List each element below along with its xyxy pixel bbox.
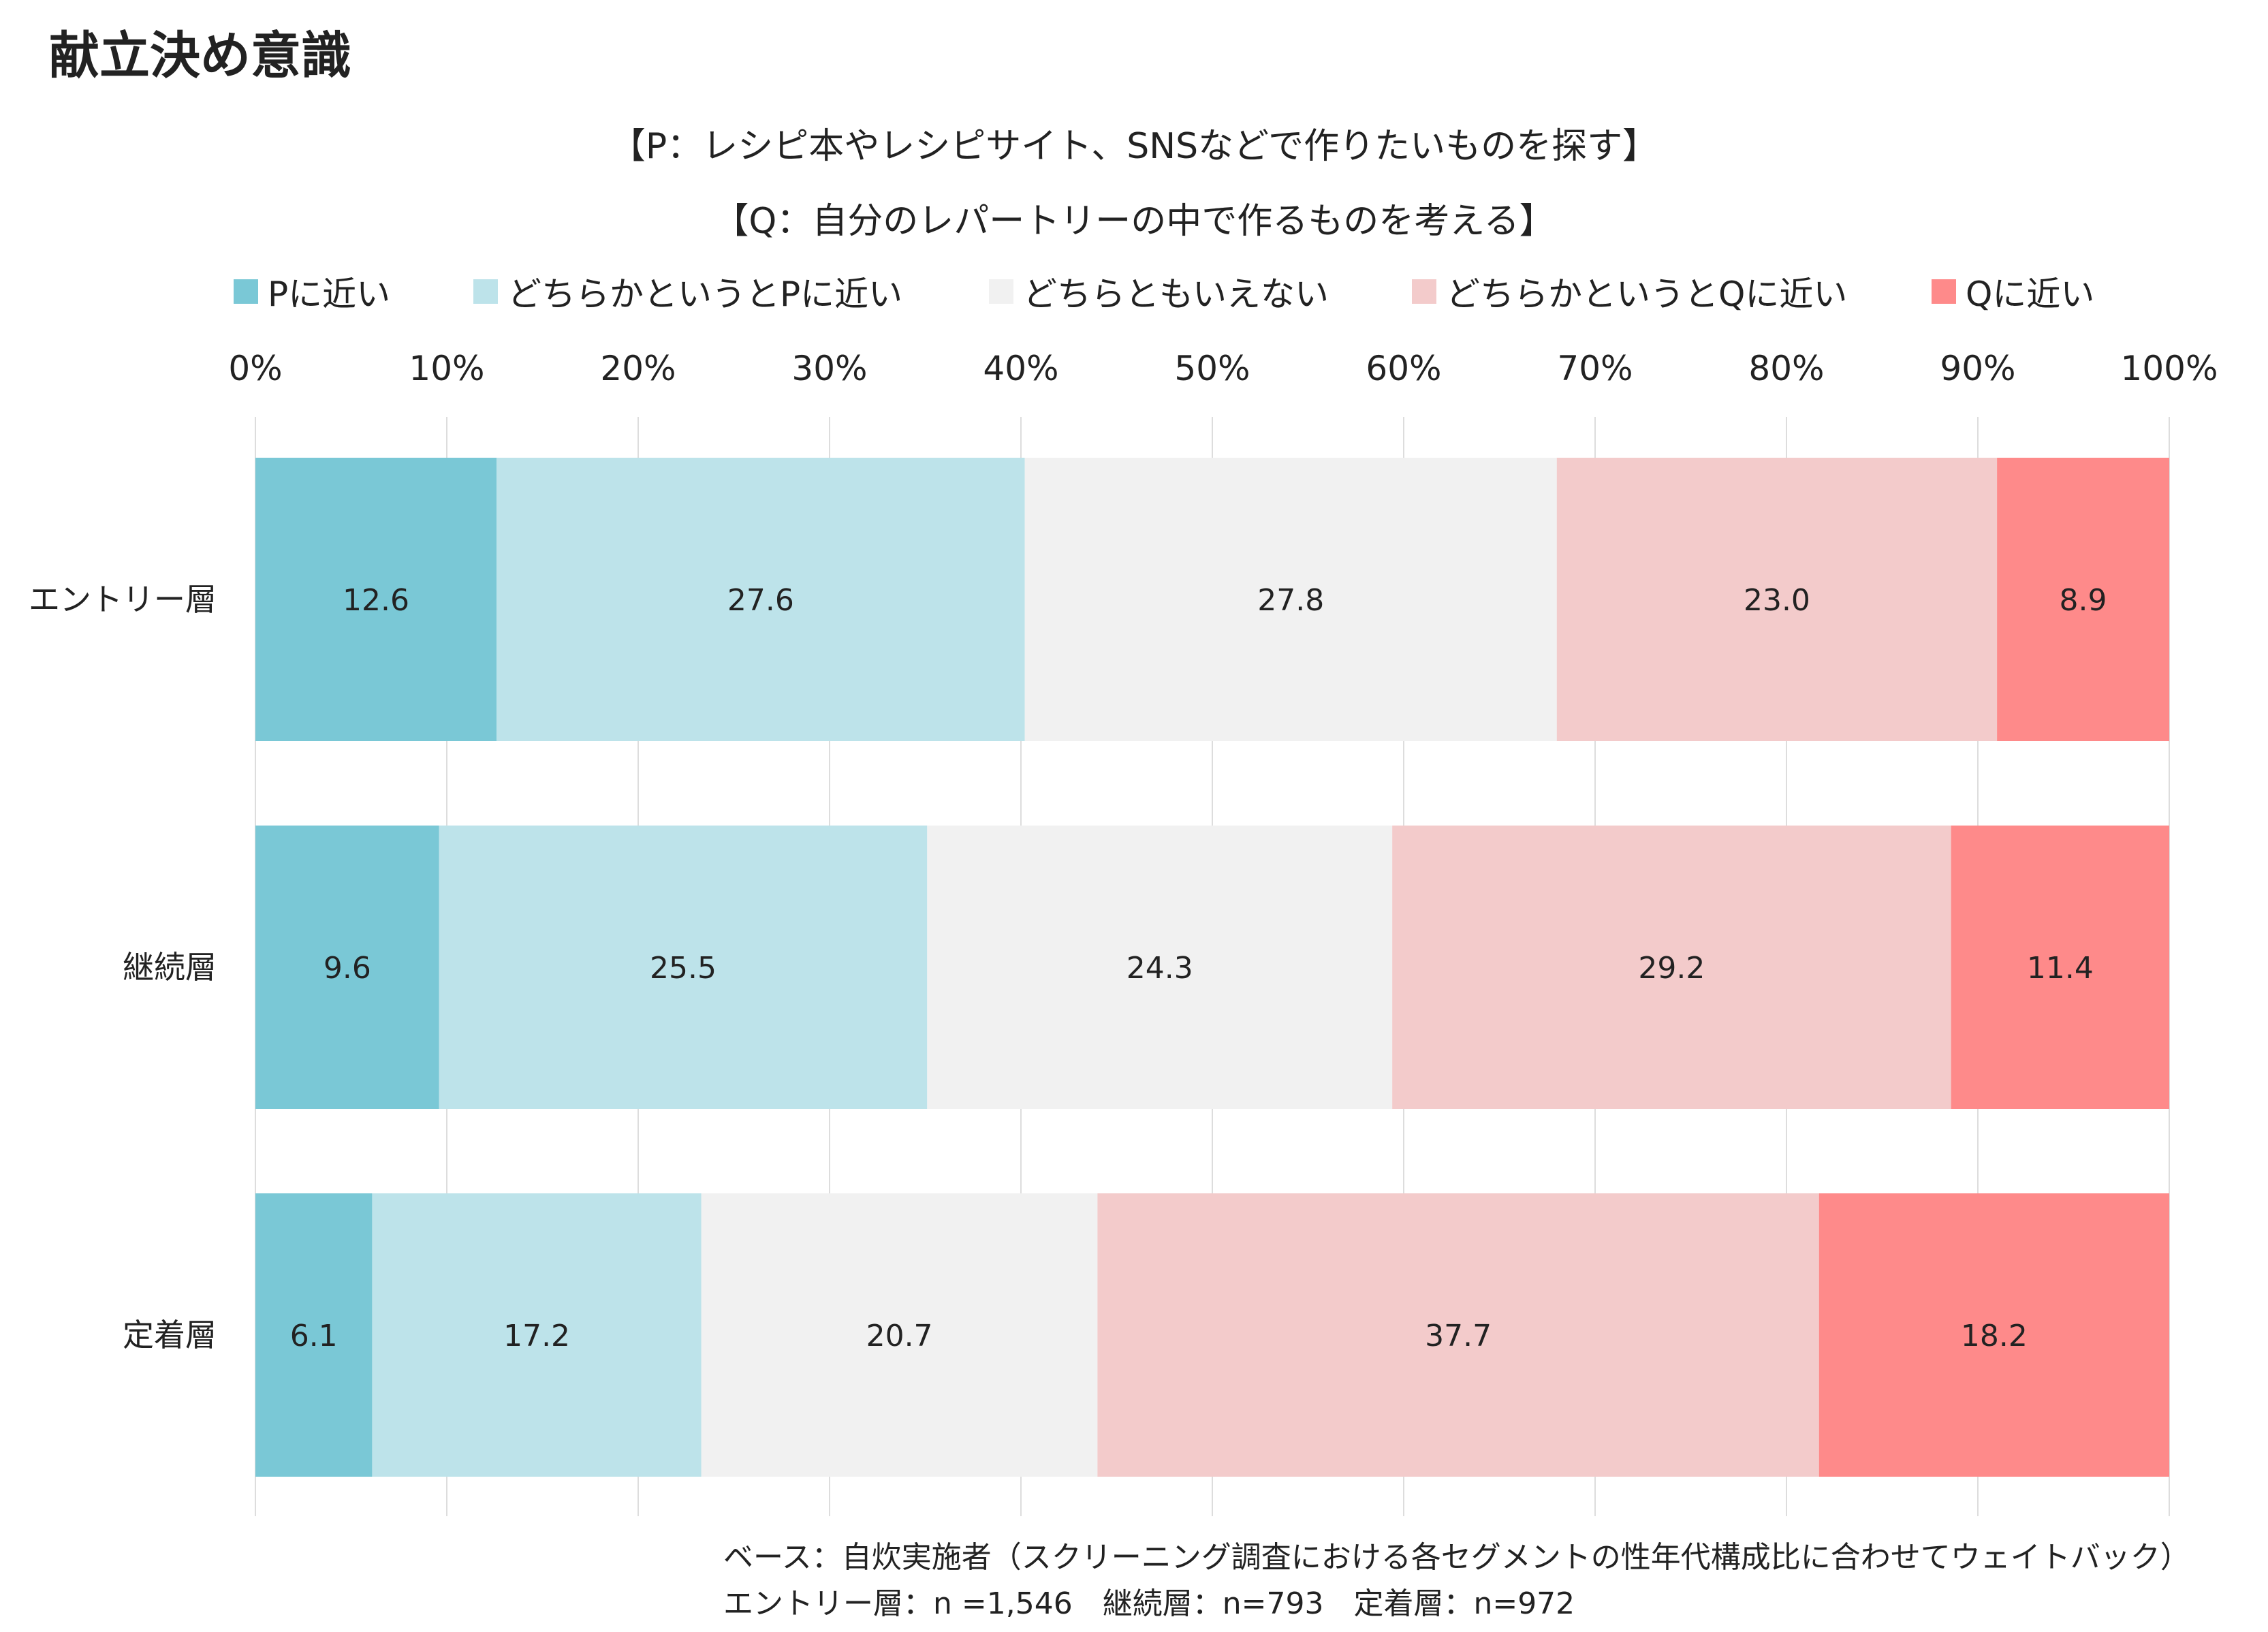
bar-segment <box>1818 1193 2169 1477</box>
data-label: 8.9 <box>2060 583 2107 618</box>
legend-label-lean-p: どちらかというとPに近い <box>507 274 903 314</box>
bar-segment <box>255 826 439 1109</box>
x-tick-label: 30% <box>791 349 867 388</box>
legend-swatch-q <box>1932 279 1956 304</box>
data-label: 23.0 <box>1744 583 1810 618</box>
bar-segment <box>497 458 1025 741</box>
bar-segment <box>927 826 1393 1109</box>
x-tick-label: 60% <box>1366 349 1441 388</box>
footnote-sample-sizes: エントリー層：n =1,546 継続層：n=793 定着層：n=972 <box>723 1586 1575 1621</box>
legend-item-lean-q: どちらかというとQに近い <box>1412 267 1847 316</box>
bar-segment <box>1556 458 1998 741</box>
x-tick-label: 50% <box>1174 349 1250 388</box>
legend-label-lean-q: どちらかというとQに近い <box>1446 274 1848 314</box>
category-label: エントリー層 <box>29 581 217 618</box>
x-tick-label: 10% <box>409 349 484 388</box>
legend-item-q: Qに近い <box>1932 267 2094 316</box>
bar-segment <box>1997 458 2169 741</box>
bar-segment <box>701 1193 1098 1477</box>
chart-subtitle-p: 【P：レシピ本やレシピサイト、SNSなどで作りたいものを探す】 <box>610 126 1658 167</box>
bar-segment <box>1951 826 2169 1109</box>
bar-segment <box>1097 1193 1819 1477</box>
bar-segment <box>372 1193 702 1477</box>
data-label: 20.7 <box>866 1319 933 1353</box>
legend-item-lean-p: どちらかというとPに近い <box>473 267 902 316</box>
x-tick-label: 20% <box>600 349 676 388</box>
data-label: 18.2 <box>1961 1319 2028 1353</box>
legend-item-p: Pに近い <box>234 267 390 316</box>
x-tick-label: 0% <box>228 349 282 388</box>
data-label: 29.2 <box>1638 951 1705 986</box>
legend-swatch-p <box>234 279 258 304</box>
bar-segment <box>1392 826 1951 1109</box>
bar-segment <box>439 826 928 1109</box>
chart-subtitle-q: 【Q：自分のレパートリーの中で作るものを考える】 <box>713 201 1555 242</box>
legend-swatch-lean-p <box>473 279 498 304</box>
legend-swatch-neutral <box>989 279 1013 304</box>
x-tick-label: 70% <box>1557 349 1633 388</box>
x-tick-label: 90% <box>1940 349 2015 388</box>
data-label: 6.1 <box>290 1319 338 1353</box>
legend-label-p: Pに近い <box>268 274 391 314</box>
data-label: 27.6 <box>727 583 794 618</box>
data-label: 9.6 <box>324 951 371 986</box>
chart-title: 献立決め意識 <box>49 27 351 85</box>
data-label: 24.3 <box>1127 951 1193 986</box>
category-label: 継続層 <box>123 949 217 986</box>
data-label: 37.7 <box>1425 1319 1492 1353</box>
bar-segment <box>255 458 497 741</box>
data-label: 12.6 <box>343 583 409 618</box>
legend-label-q: Qに近い <box>1966 274 2095 314</box>
legend-swatch-lean-q <box>1412 279 1436 304</box>
x-tick-label: 80% <box>1748 349 1824 388</box>
data-label: 27.8 <box>1257 583 1324 618</box>
data-label: 11.4 <box>2027 951 2094 986</box>
x-tick-label: 100% <box>2121 349 2218 388</box>
category-label: 定着層 <box>123 1317 217 1353</box>
legend-item-neutral: どちらともいえない <box>989 267 1329 316</box>
x-tick-label: 40% <box>983 349 1058 388</box>
data-label: 17.2 <box>503 1319 570 1353</box>
legend-label-neutral: どちらともいえない <box>1023 274 1329 314</box>
bar-segment <box>1024 458 1557 741</box>
bar-segment <box>255 1193 373 1477</box>
data-label: 25.5 <box>650 951 716 986</box>
footnote-base: ベース：自炊実施者（スクリーニング調査における各セグメントの性年代構成比に合わせ… <box>723 1540 2190 1575</box>
